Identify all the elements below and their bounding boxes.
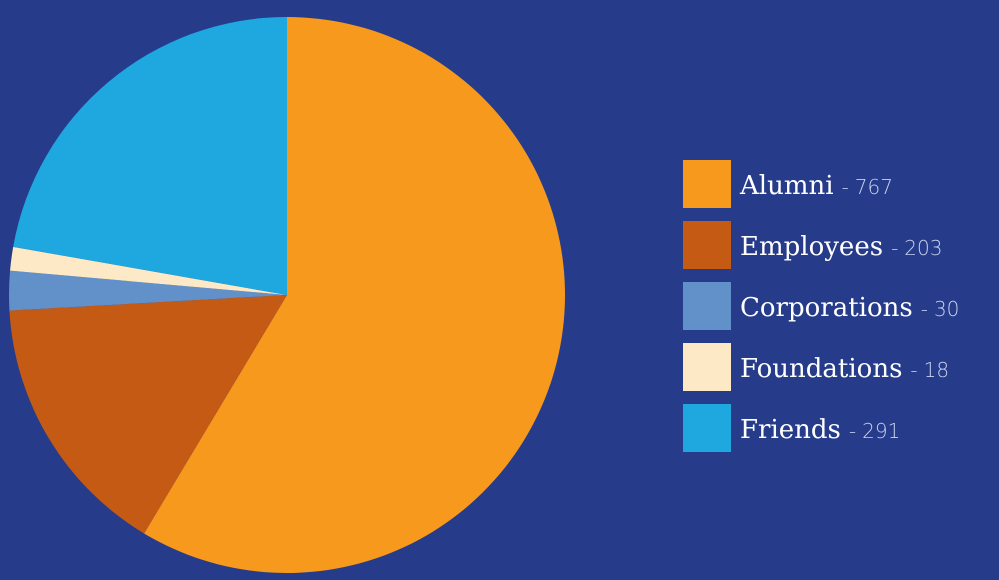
legend-separator: - (910, 358, 917, 382)
legend-separator: - (849, 419, 856, 443)
legend-value: 291 (862, 419, 900, 443)
legend-name: Alumni (739, 171, 834, 201)
legend-value: 30 (934, 297, 959, 321)
pie-slice (9, 295, 287, 534)
legend-value: 203 (904, 236, 942, 260)
legend-swatch (683, 343, 731, 391)
legend-swatch (683, 221, 731, 269)
legend-value: 767 (855, 175, 893, 199)
pie-slice (8, 270, 287, 311)
legend-name: Friends (740, 415, 841, 445)
legend-label: Corporations -30 (740, 293, 959, 323)
pie-slice (144, 17, 565, 573)
legend-swatch (683, 404, 731, 452)
legend-separator: - (921, 297, 928, 321)
pie-slice (13, 17, 288, 295)
legend-name: Foundations (740, 354, 902, 384)
legend-separator: - (891, 236, 898, 260)
legend-name: Corporations (740, 293, 913, 323)
legend-separator: - (842, 175, 849, 199)
pie-slice (10, 246, 287, 295)
legend-label: Employees -203 (740, 232, 942, 262)
legend-label: Friends -291 (740, 415, 900, 445)
legend-label: Alumni -767 (739, 171, 893, 201)
legend-value: 18 (924, 358, 949, 382)
legend-label: Foundations -18 (740, 354, 949, 384)
legend-swatch (683, 160, 731, 208)
legend-name: Employees (740, 232, 883, 262)
legend-swatch (683, 282, 731, 330)
